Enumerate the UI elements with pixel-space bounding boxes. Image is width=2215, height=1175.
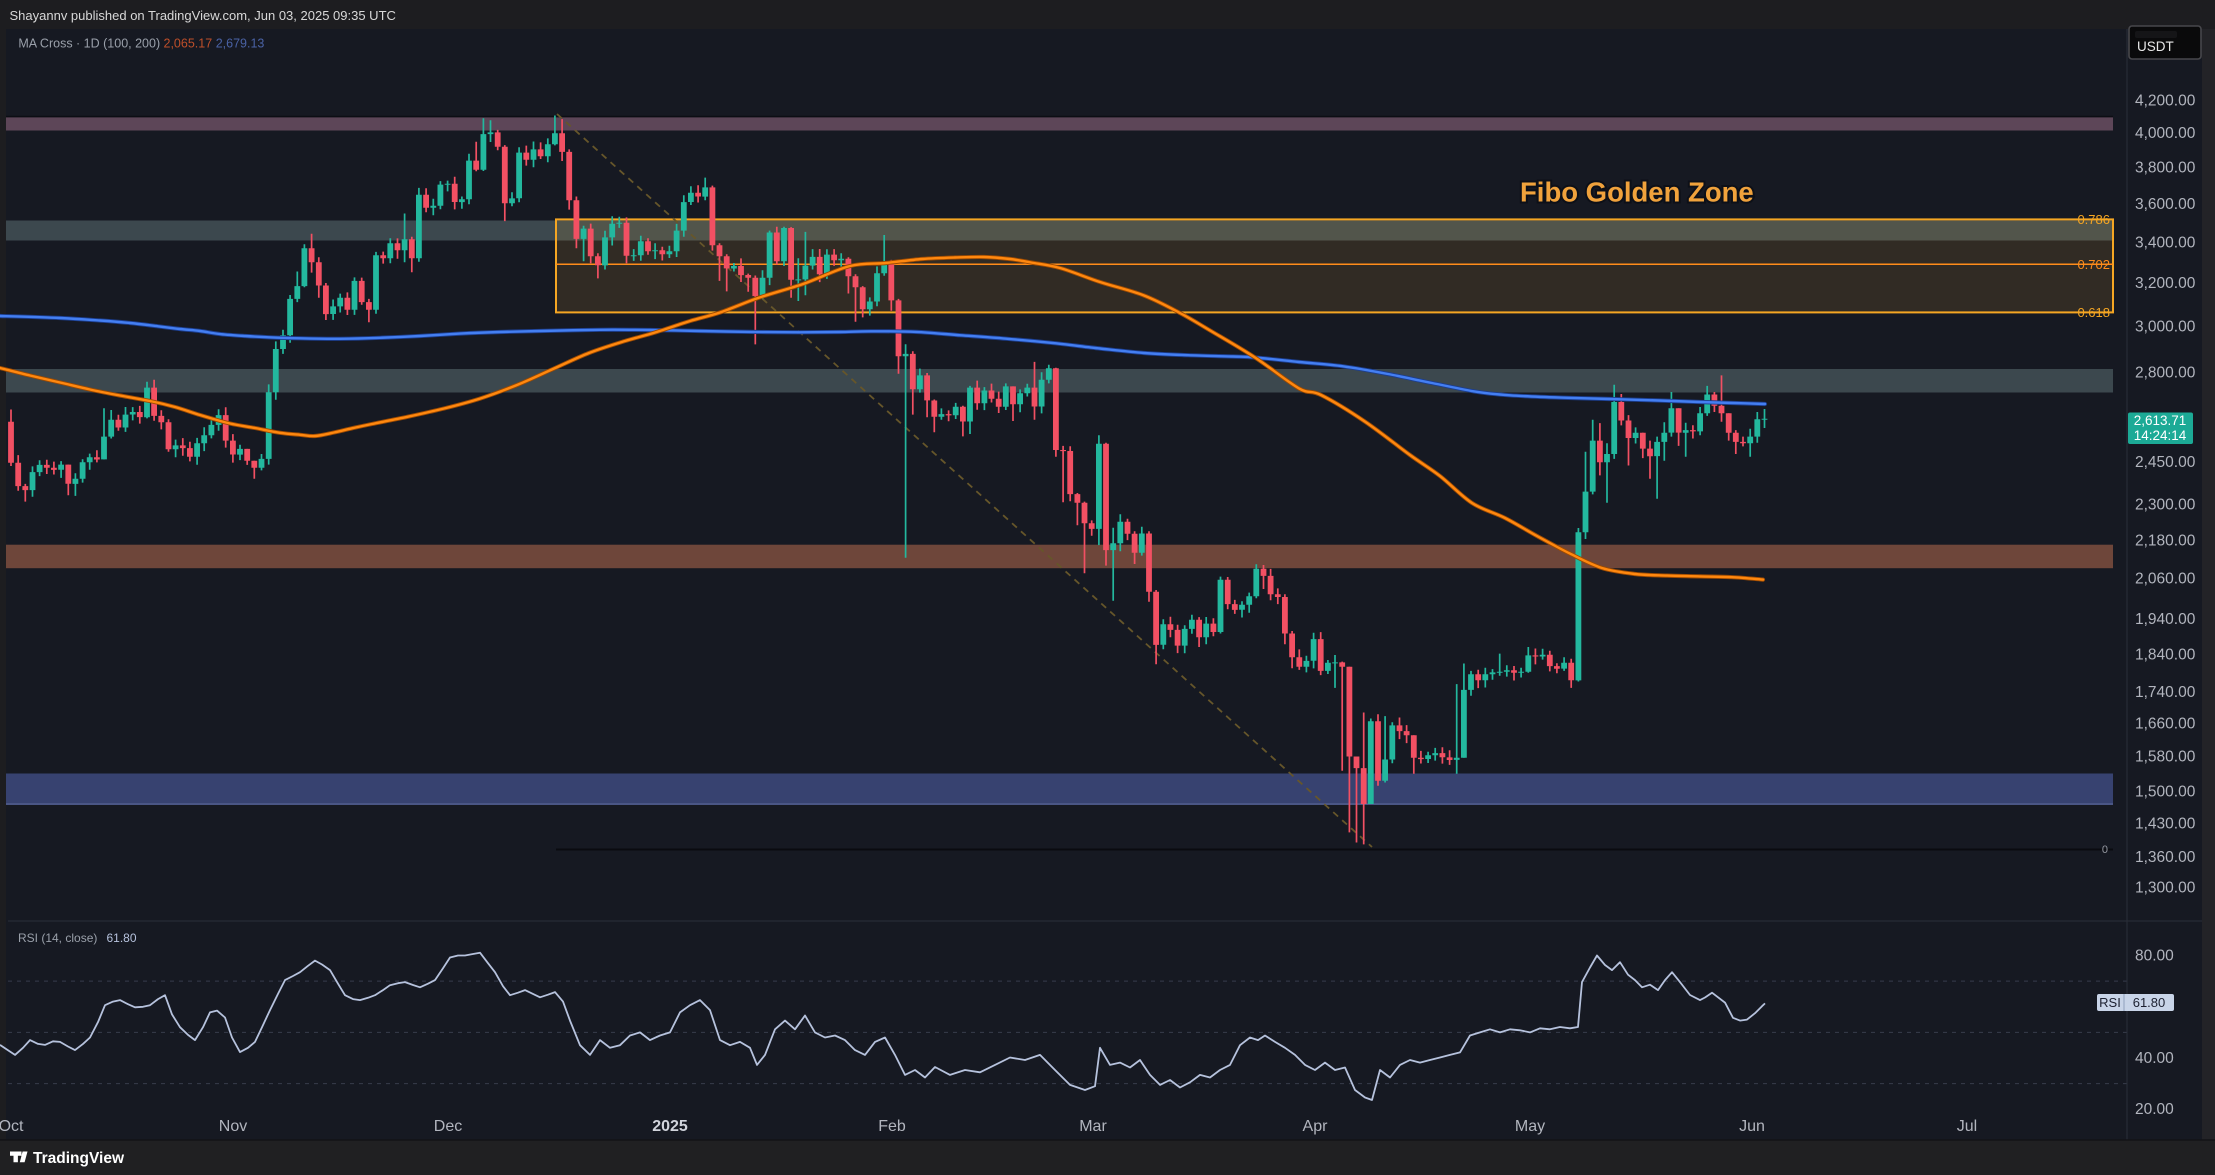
svg-text:0.702: 0.702 (2077, 257, 2110, 272)
svg-text:4,200.00: 4,200.00 (2135, 93, 2196, 110)
svg-text:3,600.00: 3,600.00 (2135, 196, 2196, 213)
svg-text:1,300.00: 1,300.00 (2135, 879, 2196, 896)
svg-text:TradingView: TradingView (33, 1150, 125, 1167)
svg-text:2,800.00: 2,800.00 (2135, 365, 2196, 382)
svg-text:3,400.00: 3,400.00 (2135, 234, 2196, 251)
svg-text:1,740.00: 1,740.00 (2135, 684, 2196, 701)
svg-text:4,000.00: 4,000.00 (2135, 125, 2196, 142)
svg-text:1,360.00: 1,360.00 (2135, 849, 2196, 866)
svg-text:61.80: 61.80 (107, 931, 137, 945)
svg-text:2025: 2025 (652, 1118, 688, 1135)
svg-text:1,840.00: 1,840.00 (2135, 646, 2196, 663)
svg-text:40.00: 40.00 (2135, 1050, 2174, 1067)
svg-text:2,060.00: 2,060.00 (2135, 571, 2196, 588)
svg-text:Apr: Apr (1303, 1118, 1329, 1135)
svg-text:20.00: 20.00 (2135, 1101, 2174, 1118)
svg-text:0.618: 0.618 (2077, 305, 2110, 320)
svg-text:2,679.13: 2,679.13 (216, 37, 265, 51)
svg-text:14:24:14: 14:24:14 (2134, 428, 2187, 443)
svg-text:USDT: USDT (2137, 39, 2174, 54)
svg-text:61.80: 61.80 (2133, 995, 2166, 1010)
svg-text:Jun: Jun (1739, 1118, 1765, 1135)
svg-text:RSI: RSI (2099, 995, 2121, 1010)
svg-text:Fibo Golden Zone: Fibo Golden Zone (1520, 177, 1754, 208)
svg-text:80.00: 80.00 (2135, 948, 2174, 965)
svg-text:2,180.00: 2,180.00 (2135, 533, 2196, 550)
svg-text:2,065.17: 2,065.17 (164, 37, 213, 51)
svg-text:Feb: Feb (878, 1118, 906, 1135)
svg-text:Oct: Oct (0, 1118, 24, 1135)
svg-text:0.786: 0.786 (2077, 212, 2110, 227)
svg-text:Shayannv published on TradingV: Shayannv published on TradingView.com, J… (10, 8, 396, 23)
svg-text:1,500.00: 1,500.00 (2135, 783, 2196, 800)
svg-text:MA Cross · 1D (100, 200): MA Cross · 1D (100, 200) (18, 37, 160, 51)
svg-text:Jul: Jul (1957, 1118, 1977, 1135)
svg-text:1,430.00: 1,430.00 (2135, 815, 2196, 832)
svg-text:1,660.00: 1,660.00 (2135, 715, 2196, 732)
svg-text:1,580.00: 1,580.00 (2135, 749, 2196, 766)
svg-text:May: May (1515, 1118, 1545, 1135)
svg-text:RSI (14, close): RSI (14, close) (18, 931, 97, 945)
svg-text:2,613.71: 2,613.71 (2134, 413, 2187, 428)
svg-text:1,940.00: 1,940.00 (2135, 611, 2196, 628)
svg-text:0: 0 (2102, 844, 2108, 856)
svg-text:Mar: Mar (1079, 1118, 1107, 1135)
svg-text:2,300.00: 2,300.00 (2135, 497, 2196, 514)
svg-text:3,200.00: 3,200.00 (2135, 275, 2196, 292)
svg-text:Nov: Nov (219, 1118, 247, 1135)
svg-text:3,000.00: 3,000.00 (2135, 318, 2196, 335)
svg-text:3,800.00: 3,800.00 (2135, 160, 2196, 177)
svg-text:Dec: Dec (434, 1118, 462, 1135)
svg-text:2,450.00: 2,450.00 (2135, 454, 2196, 471)
